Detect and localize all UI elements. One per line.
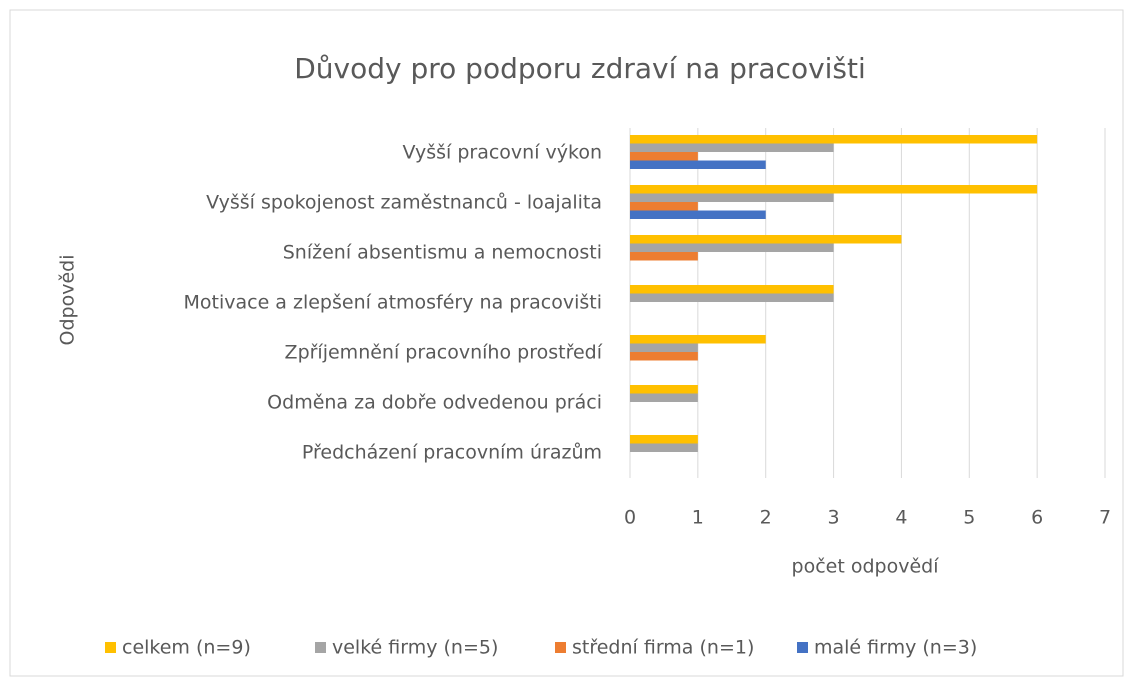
bar xyxy=(630,210,766,219)
bar xyxy=(630,185,1038,194)
legend-label: velké firmy (n=5) xyxy=(332,637,498,659)
chart-border xyxy=(9,9,1124,677)
bar xyxy=(630,143,834,152)
bar xyxy=(630,293,834,302)
bar xyxy=(630,252,698,261)
legend-swatch xyxy=(105,642,116,653)
legend-label: malé firmy (n=3) xyxy=(814,637,977,659)
x-tick-label: 7 xyxy=(1099,507,1111,529)
bar xyxy=(630,385,698,394)
bar xyxy=(630,393,698,402)
y-tick-label: Odměna za dobře odvedenou práci xyxy=(267,392,602,414)
bar xyxy=(630,135,1038,144)
x-axis-title: počet odpovědí xyxy=(792,556,940,578)
legend-swatch xyxy=(797,642,808,653)
legend-swatch xyxy=(315,642,326,653)
bar xyxy=(630,235,902,244)
bar xyxy=(630,435,698,444)
y-tick-label: Vyšší spokojenost zaměstnanců - loajalit… xyxy=(206,192,602,214)
x-tick-label: 5 xyxy=(963,507,975,529)
y-axis-title: Odpovědi xyxy=(57,255,79,346)
y-tick-label: Motivace a zlepšení atmosféry na pracovi… xyxy=(183,292,602,314)
x-tick-label: 3 xyxy=(828,507,840,529)
y-tick-label: Předcházení pracovním úrazům xyxy=(302,442,602,464)
bar xyxy=(630,243,834,252)
x-tick-label: 1 xyxy=(692,507,704,529)
legend-swatch xyxy=(555,642,566,653)
bar xyxy=(630,285,834,294)
bar xyxy=(630,152,698,161)
y-tick-label: Zpříjemnění pracovního prostředí xyxy=(285,342,603,364)
chart-title: Důvody pro podporu zdraví na pracovišti xyxy=(294,52,866,85)
x-tick-label: 6 xyxy=(1031,507,1043,529)
legend-label: střední firma (n=1) xyxy=(572,637,754,659)
y-tick-label: Vyšší pracovní výkon xyxy=(402,142,602,164)
y-tick-label: Snížení absentismu a nemocnosti xyxy=(283,242,602,264)
bar xyxy=(630,343,698,352)
bar xyxy=(630,193,834,202)
bar xyxy=(630,443,698,452)
bar xyxy=(630,352,698,361)
legend-label: celkem (n=9) xyxy=(122,637,251,659)
bar xyxy=(630,202,698,211)
x-tick-label: 0 xyxy=(624,507,636,529)
x-tick-label: 2 xyxy=(760,507,772,529)
bar xyxy=(630,335,766,344)
x-tick-label: 4 xyxy=(895,507,907,529)
bar xyxy=(630,160,766,169)
